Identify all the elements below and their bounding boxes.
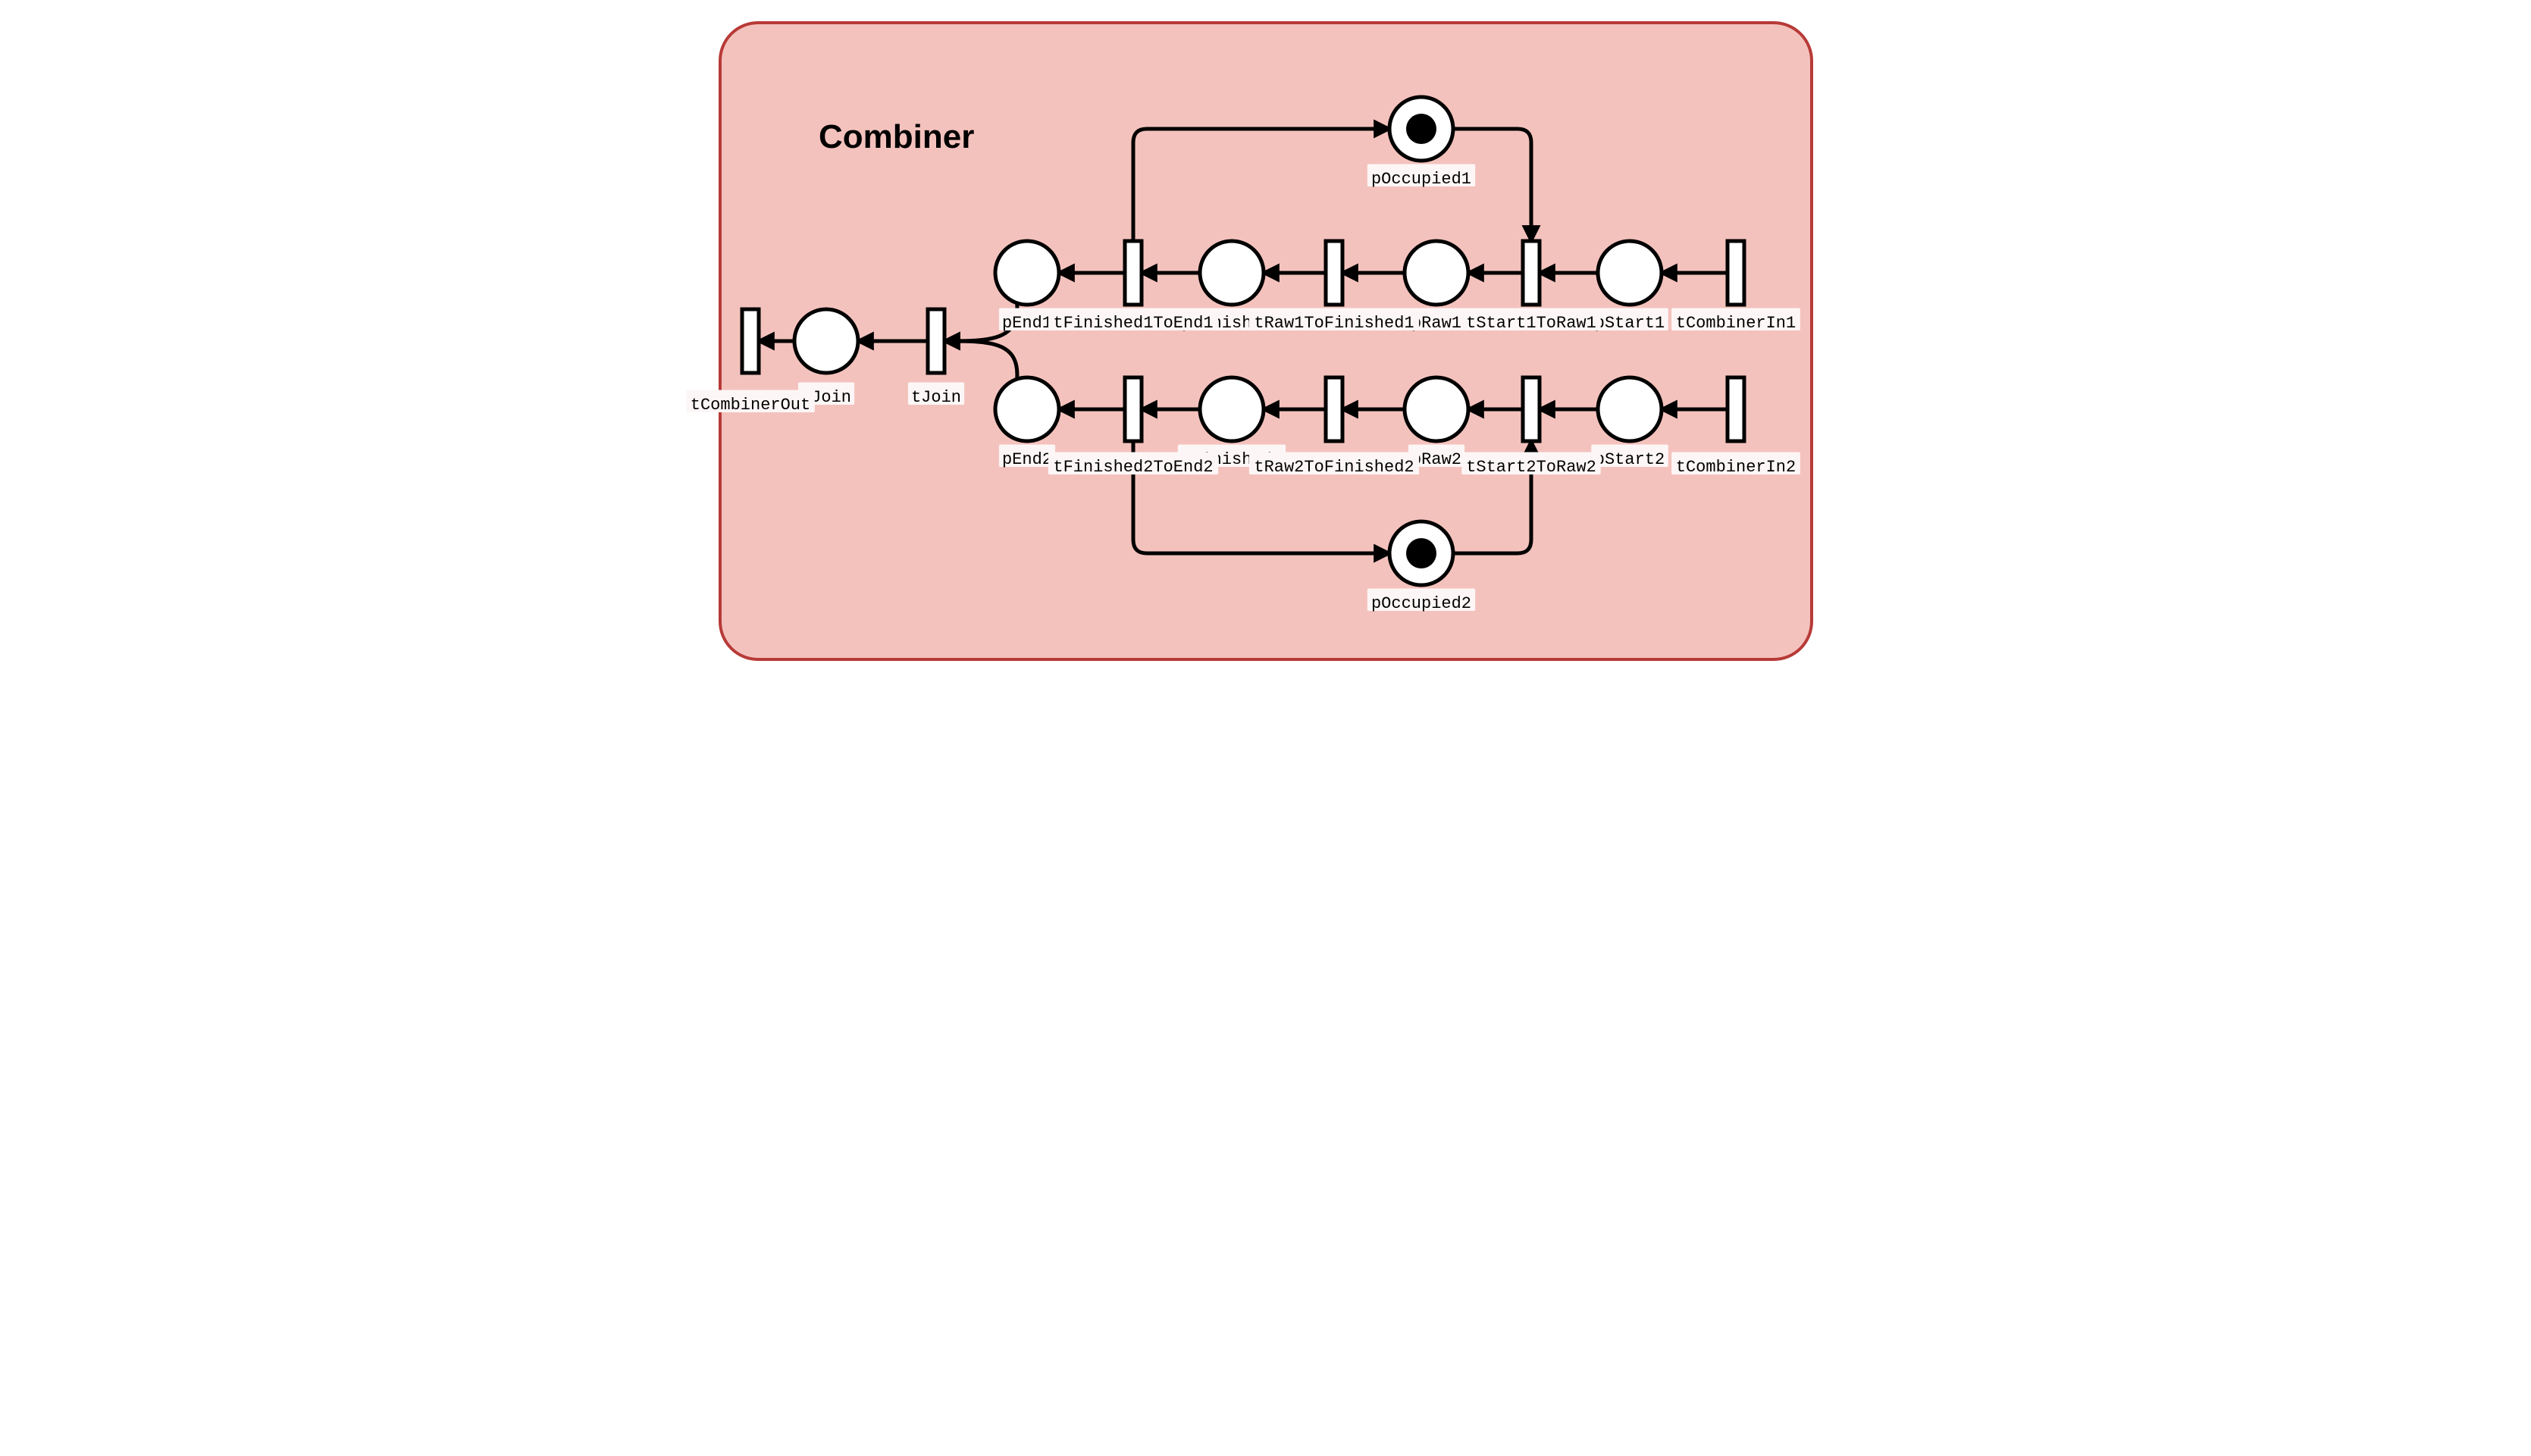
label-tStart2ToRaw2: tStart2ToRaw2: [1466, 458, 1596, 477]
transition-tStart2ToRaw2: [1523, 377, 1540, 441]
place-pEnd1: [995, 241, 1059, 305]
token-pOccupied2: [1406, 538, 1436, 568]
diagram-title: Combiner: [819, 118, 974, 155]
transition-tRaw2ToFinished2: [1326, 377, 1342, 441]
label-tStart1ToRaw1: tStart1ToRaw1: [1466, 314, 1596, 333]
transition-tJoin: [928, 309, 944, 373]
transition-tCombinerIn2: [1728, 377, 1744, 441]
place-pEnd2: [995, 377, 1059, 441]
label-tJoin: tJoin: [910, 388, 960, 407]
label-tRaw2ToFinished2: tRaw2ToFinished2: [1254, 458, 1414, 477]
token-pOccupied1: [1406, 114, 1436, 144]
petri-net-diagram: CombinerpJoinpEnd1pEnd2pFinished1pFinish…: [0, 0, 2531, 682]
label-pOccupied1: pOccupied1: [1370, 170, 1471, 189]
place-pJoin: [794, 309, 858, 373]
label-tFinished1ToEnd1: tFinished1ToEnd1: [1053, 314, 1213, 333]
transition-tCombinerIn1: [1728, 241, 1744, 305]
place-pFinished1: [1200, 241, 1264, 305]
label-pStart2: pStart2: [1594, 450, 1664, 469]
label-tCombinerIn2: tCombinerIn2: [1675, 458, 1795, 477]
transition-tFinished2ToEnd2: [1125, 377, 1142, 441]
label-tRaw1ToFinished1: tRaw1ToFinished1: [1254, 314, 1414, 333]
place-pFinished2: [1200, 377, 1264, 441]
transition-tFinished1ToEnd1: [1125, 241, 1142, 305]
place-pStart2: [1598, 377, 1662, 441]
place-pRaw2: [1405, 377, 1468, 441]
place-pStart1: [1598, 241, 1662, 305]
label-tFinished2ToEnd2: tFinished2ToEnd2: [1053, 458, 1213, 477]
label-pEnd2: pEnd2: [1001, 450, 1051, 469]
label-pEnd1: pEnd1: [1001, 314, 1051, 333]
transition-tStart1ToRaw1: [1523, 241, 1540, 305]
place-pRaw1: [1405, 241, 1468, 305]
label-pStart1: pStart1: [1594, 314, 1664, 333]
label-pOccupied2: pOccupied2: [1370, 594, 1471, 613]
label-tCombinerOut: tCombinerOut: [690, 396, 810, 415]
transition-tRaw1ToFinished1: [1326, 241, 1342, 305]
label-tCombinerIn1: tCombinerIn1: [1675, 314, 1795, 333]
transition-tCombinerOut: [742, 309, 759, 373]
